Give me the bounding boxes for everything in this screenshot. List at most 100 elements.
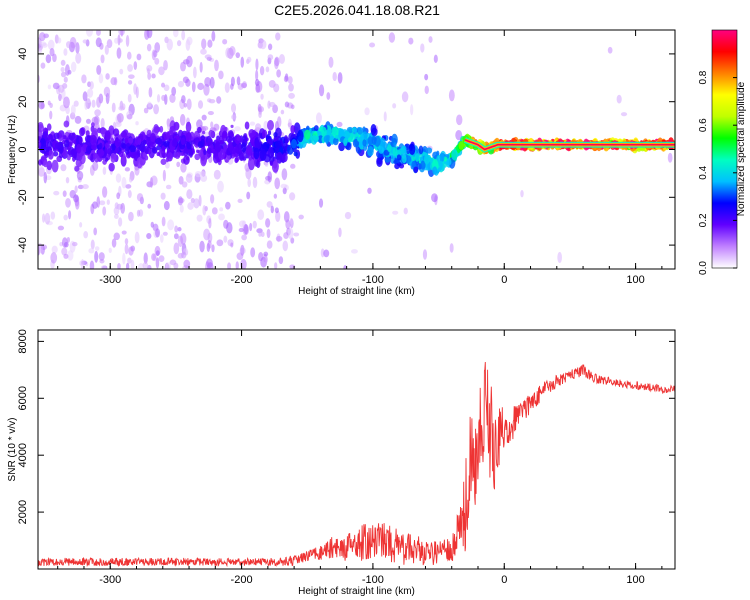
spectrogram-noise-blob	[60, 67, 65, 73]
spectrogram-signal-blob	[401, 154, 407, 164]
spectrogram-signal-blob	[446, 158, 452, 166]
spectrogram-noise-blob	[104, 44, 109, 55]
spectrogram-signal-blob	[112, 128, 120, 137]
spectrogram-noise-blob	[323, 249, 330, 258]
spectrogram-signal-blob	[241, 142, 247, 153]
spectrogram-noise-blob	[82, 91, 88, 102]
spectrogram-noise-blob	[266, 228, 271, 239]
spectrogram-xtick-label: 100	[626, 274, 644, 286]
spectrogram-noise-blob	[230, 114, 237, 120]
spectrogram-noise-blob	[63, 96, 70, 109]
spectrogram-noise-blob	[124, 167, 131, 172]
spectrogram-data	[38, 30, 675, 269]
spectrogram-signal-blob	[61, 140, 66, 145]
spectrogram-noise-blob	[146, 232, 152, 240]
spectrogram-noise-blob	[94, 123, 100, 129]
spectrogram-noise-blob	[43, 171, 48, 184]
spectrogram-signal-blob	[284, 138, 288, 144]
snr-panel: -300 -200 -100 0 100 2000 4000 6000 8000 Height o…	[7, 329, 676, 597]
spectrogram-noise-blob	[165, 161, 170, 169]
spectrogram-noise-blob	[154, 42, 161, 53]
spectrogram-noise-blob	[62, 190, 67, 197]
spectrogram-noise-blob	[280, 183, 288, 189]
spectrogram-noise-blob	[180, 162, 187, 173]
colorbar-tick-label: 0.0	[698, 261, 709, 275]
spectrogram-noise-blob	[74, 115, 82, 124]
spectrogram-noise-blob	[96, 96, 101, 108]
spectrogram-signal-blob	[266, 143, 270, 149]
spectrogram-noise-blob	[143, 107, 149, 114]
snr-ytick-label: 6000	[17, 386, 29, 410]
spectrogram-noise-blob	[455, 130, 463, 141]
spectrogram-signal-blob	[235, 143, 242, 155]
spectrogram-noise-blob	[100, 118, 105, 129]
spectrogram-noise-blob	[293, 232, 300, 237]
spectrogram-signal-blob	[53, 151, 59, 157]
spectrogram-signal-blob	[118, 151, 124, 158]
spectrogram-noise-blob	[81, 74, 87, 84]
spectrogram-noise-blob	[186, 36, 193, 46]
spectrogram-signal-blob	[183, 155, 190, 165]
spectrogram-noise-blob	[616, 94, 622, 104]
snr-ylabel: SNR (10 * v/v)	[7, 418, 18, 482]
spectrogram-ytick-label: 40	[17, 48, 29, 60]
spectrogram-signal-blob	[297, 129, 304, 143]
spectrogram-noise-blob	[134, 231, 140, 244]
spectrogram-signal-blob	[203, 149, 207, 156]
spectrogram-signal-blob	[38, 121, 44, 129]
colorbar-gradient	[711, 29, 738, 269]
spectrogram-noise-blob	[201, 114, 207, 121]
spectrogram-signal-blob	[76, 143, 82, 154]
spectrogram-noise-blob	[127, 51, 132, 60]
spectrogram-signal-blob	[236, 136, 241, 142]
spectrogram-noise-blob	[318, 198, 324, 208]
spectrogram-noise-blob	[392, 103, 397, 109]
spectrogram-noise-blob	[86, 97, 91, 104]
spectrogram-signal-blob	[188, 150, 194, 158]
spectrogram-signal-blob	[71, 148, 78, 159]
spectrogram-noise-blob	[127, 64, 133, 72]
spectrogram-noise-blob	[337, 72, 343, 84]
spectrogram-noise-blob	[210, 121, 214, 129]
spectrogram-noise-blob	[99, 200, 106, 206]
spectrogram-signal-blob	[38, 137, 41, 141]
snr-xtick-label: -100	[362, 574, 384, 586]
spectrogram-noise-blob	[204, 54, 212, 60]
spectrogram-noise-blob	[87, 88, 94, 98]
spectrogram-noise-blob	[179, 113, 186, 126]
spectrogram-signal-blob	[92, 152, 98, 160]
spectrogram-signal-blob	[432, 166, 438, 175]
spectrogram-noise-blob	[224, 82, 230, 93]
spectrogram-signal-blob	[230, 124, 234, 129]
spectrogram-noise-blob	[128, 246, 134, 256]
spectrogram-signal-blob	[290, 125, 296, 134]
spectrogram-noise-blob	[120, 30, 124, 37]
spectrogram-noise-blob	[247, 178, 252, 188]
spectrogram-noise-blob	[181, 251, 187, 259]
spectrogram-noise-blob	[226, 222, 233, 234]
spectrogram-noise-blob	[75, 52, 82, 64]
spectrogram-noise-blob	[214, 59, 219, 72]
spectrogram-noise-blob	[136, 53, 142, 61]
spectrogram-noise-blob	[227, 262, 232, 269]
spectrogram-signal-blob	[199, 151, 204, 158]
spectrogram-noise-blob	[209, 76, 215, 89]
spectrogram-signal-blob	[245, 144, 253, 156]
spectrogram-noise-blob	[249, 121, 256, 126]
spectrogram-noise-blob	[210, 194, 215, 204]
spectrogram-noise-blob	[410, 104, 414, 116]
spectrogram-noise-blob	[142, 262, 149, 269]
spectrogram-noise-blob	[240, 244, 245, 256]
spectrogram-noise-blob	[144, 30, 150, 40]
spectrogram-noise-blob	[208, 217, 212, 229]
spectrogram-signal-blob	[105, 142, 110, 149]
spectrogram-noise-blob	[369, 42, 376, 48]
spectrogram-noise-blob	[125, 262, 130, 269]
spectrogram-noise-blob	[179, 204, 184, 213]
spectrogram-noise-blob	[160, 192, 166, 200]
figure-title: C2E5.2026.041.18.08.R21	[274, 2, 440, 18]
spectrogram-noise-blob	[267, 43, 273, 51]
spectrogram-signal-blob	[352, 138, 360, 148]
spectrogram-noise-blob	[108, 247, 112, 253]
spectrogram-noise-blob	[127, 80, 133, 85]
